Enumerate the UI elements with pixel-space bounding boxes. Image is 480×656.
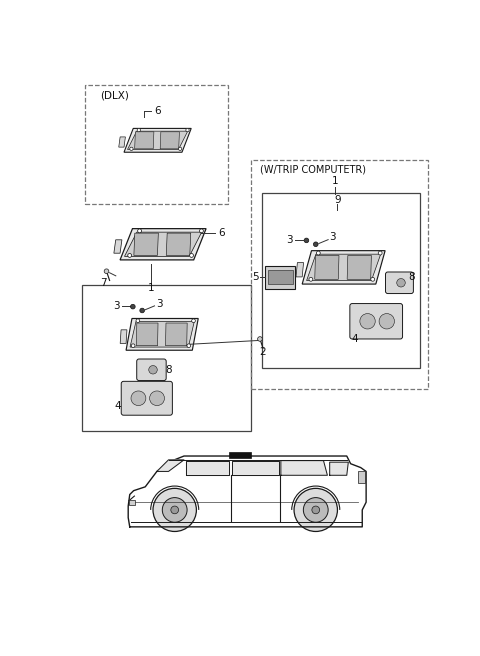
- Polygon shape: [347, 255, 372, 279]
- Polygon shape: [166, 323, 187, 346]
- Polygon shape: [114, 240, 122, 253]
- Text: 7: 7: [100, 277, 107, 288]
- Circle shape: [187, 344, 191, 348]
- Polygon shape: [315, 255, 339, 279]
- Text: 3: 3: [329, 232, 336, 242]
- Circle shape: [397, 279, 405, 287]
- Polygon shape: [120, 229, 206, 260]
- Circle shape: [132, 344, 135, 348]
- Polygon shape: [157, 460, 184, 472]
- Polygon shape: [134, 233, 158, 255]
- Ellipse shape: [379, 314, 395, 329]
- Text: 3: 3: [113, 301, 120, 311]
- Polygon shape: [124, 232, 202, 256]
- Circle shape: [104, 269, 109, 274]
- Polygon shape: [186, 461, 229, 475]
- Circle shape: [312, 506, 320, 514]
- Text: 3: 3: [286, 235, 293, 245]
- Circle shape: [131, 304, 135, 309]
- Text: 4: 4: [115, 401, 121, 411]
- Circle shape: [137, 129, 141, 132]
- Polygon shape: [307, 254, 381, 281]
- Circle shape: [138, 229, 142, 233]
- Circle shape: [309, 277, 313, 281]
- Polygon shape: [128, 456, 366, 527]
- Text: 9: 9: [334, 195, 341, 205]
- Polygon shape: [166, 233, 191, 255]
- Circle shape: [303, 498, 328, 522]
- Circle shape: [294, 488, 337, 531]
- Polygon shape: [160, 132, 180, 149]
- Text: 8: 8: [165, 365, 172, 375]
- Ellipse shape: [131, 391, 146, 405]
- Polygon shape: [265, 266, 295, 289]
- Circle shape: [128, 253, 132, 257]
- Circle shape: [140, 308, 144, 313]
- Text: (DLX): (DLX): [100, 91, 129, 100]
- Circle shape: [179, 147, 182, 150]
- Bar: [359, 472, 365, 483]
- Ellipse shape: [360, 314, 375, 329]
- Circle shape: [258, 337, 262, 341]
- Circle shape: [316, 251, 320, 255]
- Text: 6: 6: [218, 228, 225, 237]
- Polygon shape: [119, 137, 125, 147]
- Circle shape: [190, 253, 193, 257]
- Circle shape: [304, 238, 309, 243]
- Circle shape: [153, 488, 196, 531]
- FancyBboxPatch shape: [121, 381, 172, 415]
- Text: 6: 6: [155, 106, 161, 116]
- Circle shape: [171, 506, 179, 514]
- Circle shape: [371, 277, 375, 281]
- Bar: [129, 500, 135, 504]
- Circle shape: [200, 229, 204, 233]
- Polygon shape: [128, 131, 188, 150]
- Ellipse shape: [150, 391, 165, 405]
- Text: (W/TRIP COMPUTETR): (W/TRIP COMPUTETR): [260, 165, 366, 174]
- Circle shape: [136, 319, 140, 323]
- Circle shape: [130, 147, 133, 150]
- Polygon shape: [330, 462, 348, 475]
- Text: 1: 1: [148, 283, 155, 293]
- Bar: [229, 452, 251, 459]
- Text: 2: 2: [260, 347, 266, 357]
- Text: 5: 5: [252, 272, 259, 282]
- Bar: [252, 159, 428, 389]
- Polygon shape: [124, 129, 191, 152]
- FancyBboxPatch shape: [137, 359, 166, 380]
- Bar: [262, 193, 420, 368]
- Text: 4: 4: [351, 334, 358, 344]
- Circle shape: [313, 242, 318, 247]
- Polygon shape: [135, 132, 154, 149]
- Polygon shape: [302, 251, 385, 284]
- Circle shape: [186, 129, 189, 132]
- FancyBboxPatch shape: [385, 272, 413, 293]
- Polygon shape: [296, 262, 303, 277]
- Polygon shape: [126, 318, 198, 350]
- Polygon shape: [281, 461, 327, 475]
- Circle shape: [192, 319, 195, 323]
- FancyBboxPatch shape: [350, 304, 403, 339]
- Polygon shape: [232, 461, 278, 475]
- Text: 3: 3: [156, 298, 163, 308]
- Circle shape: [378, 251, 382, 255]
- Polygon shape: [120, 330, 127, 344]
- Bar: [85, 85, 228, 204]
- Text: 8: 8: [408, 272, 414, 282]
- Text: 1: 1: [332, 176, 338, 186]
- Bar: [268, 270, 292, 284]
- Polygon shape: [130, 321, 194, 347]
- Circle shape: [149, 365, 157, 374]
- Bar: [82, 285, 251, 432]
- Circle shape: [162, 498, 187, 522]
- Polygon shape: [136, 323, 158, 346]
